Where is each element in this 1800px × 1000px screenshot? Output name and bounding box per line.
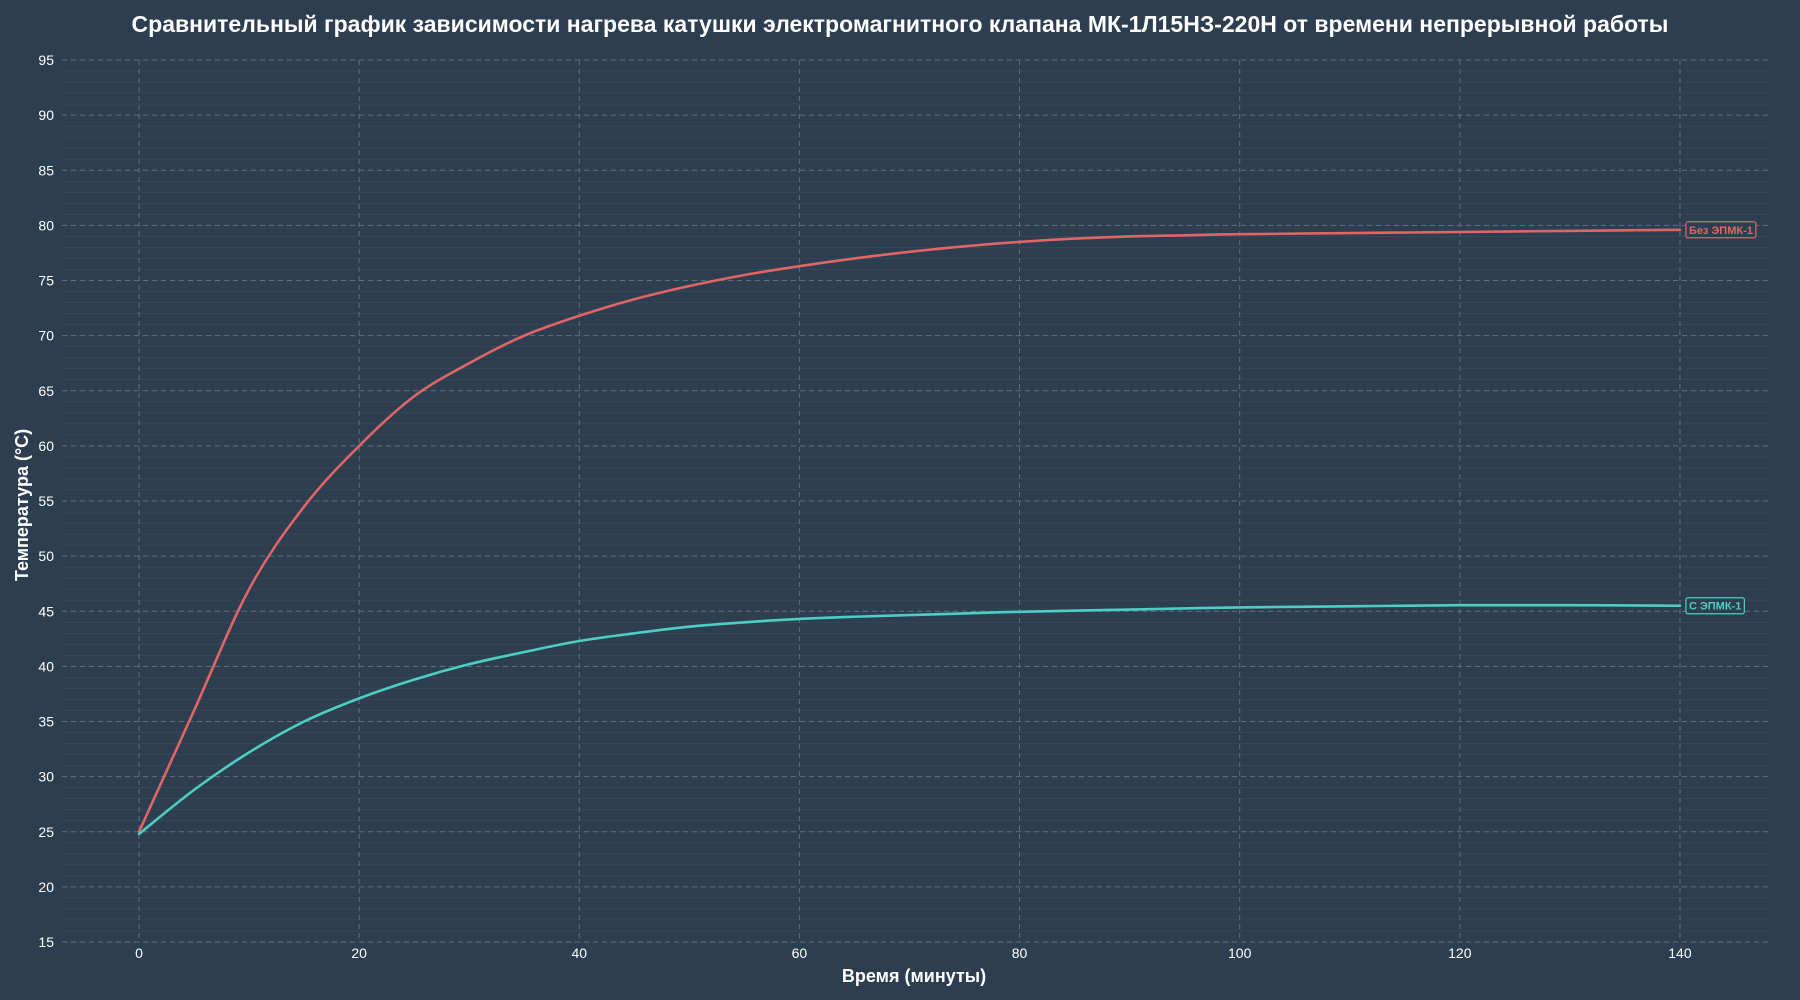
y-tick-label: 15 [38, 934, 54, 950]
end-label-box [1685, 221, 1757, 239]
x-tick-label: 140 [1668, 945, 1692, 961]
y-tick-label: 35 [38, 714, 54, 730]
x-axis-label: Время (минуты) [842, 966, 986, 986]
chart-title: Сравнительный график зависимости нагрева… [132, 11, 1669, 37]
y-tick-label: 20 [38, 879, 54, 895]
y-tick-label: 90 [38, 107, 54, 123]
x-tick-label: 60 [792, 945, 808, 961]
y-tick-label: 85 [38, 162, 54, 178]
minor-grid [62, 59, 1768, 943]
x-tick-label: 40 [572, 945, 588, 961]
x-tick-label: 0 [135, 945, 143, 961]
x-tick-label: 20 [351, 945, 367, 961]
y-axis-ticks: 15 20 25 30 35 40 45 50 55 60 65 70 75 80 85 90 95 [38, 52, 54, 950]
y-tick-label: 30 [38, 769, 54, 785]
y-tick-label: 40 [38, 658, 54, 674]
end-label-text: С ЭПМК-1 [1689, 601, 1741, 613]
y-tick-label: 65 [38, 383, 54, 399]
series-end-label-1: Без ЭПМК-1 [1685, 221, 1757, 239]
x-axis-ticks: 0 20 40 60 80 100 120 140 [135, 945, 1692, 961]
x-tick-label: 100 [1228, 945, 1252, 961]
series-layer [137, 228, 1682, 836]
y-tick-label: 70 [38, 328, 54, 344]
y-tick-label: 75 [38, 273, 54, 289]
series-end-label-2: С ЭПМК-1 [1685, 597, 1745, 615]
x-tick-label: 80 [1012, 945, 1028, 961]
y-axis-label: Температура (°C) [12, 429, 32, 581]
y-tick-label: 95 [38, 52, 54, 68]
major-grid [62, 59, 1768, 943]
end-label-box [1685, 597, 1745, 615]
series-line-2 [137, 603, 1682, 836]
y-tick-label: 45 [38, 603, 54, 619]
y-tick-label: 25 [38, 824, 54, 840]
x-tick-label: 120 [1448, 945, 1472, 961]
end-label-text: Без ЭПМК-1 [1689, 225, 1753, 237]
series-line-1 [137, 228, 1682, 834]
end-labels: Без ЭПМК-1 С ЭПМК-1 [1685, 221, 1757, 615]
y-tick-label: 80 [38, 217, 54, 233]
y-tick-label: 50 [38, 548, 54, 564]
y-tick-label: 60 [38, 438, 54, 454]
y-tick-label: 55 [38, 493, 54, 509]
